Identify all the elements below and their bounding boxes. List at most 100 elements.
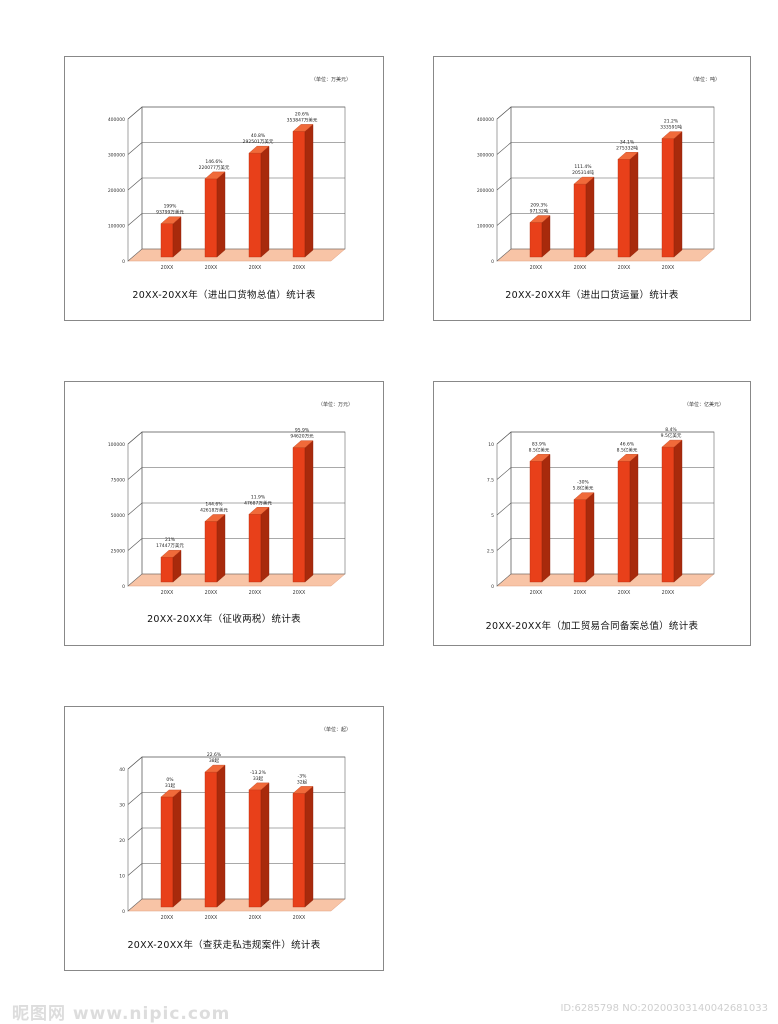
unit-label-3: （单位：万元）	[318, 402, 354, 408]
chart-title-4: 20XX-20XX年（加工贸易合同备案总值）统计表	[485, 621, 699, 632]
bar-side	[260, 782, 270, 908]
bar-top	[248, 507, 270, 515]
chart-panel-3: 0 25000 50000 75000 100000 21% 17447万美元 20XX 144…	[64, 381, 384, 646]
bar	[248, 514, 262, 583]
y-tick-label: 300000	[108, 153, 125, 159]
bar-side	[629, 151, 639, 258]
image-id-watermark: ID:6285798 NO:20200303140042681033	[560, 1003, 768, 1014]
x-category-label: 20XX	[574, 265, 587, 271]
bar-side	[673, 439, 683, 583]
data-label-value: 97132吨	[530, 208, 549, 215]
bar-side	[216, 171, 226, 258]
bar	[617, 159, 631, 258]
data-label-pct: 40.8%	[251, 133, 266, 139]
y-tick-label: 300000	[477, 153, 494, 159]
bar-side	[673, 131, 683, 258]
bar	[204, 521, 218, 583]
x-category-label: 20XX	[574, 590, 587, 596]
data-label-value: 353847万美元	[287, 116, 318, 123]
y-tick-label: 30	[119, 803, 125, 809]
y-tick-label: 25000	[111, 549, 125, 555]
data-label-value: 333591吨	[660, 124, 682, 131]
bar-top	[160, 216, 182, 224]
bar-side	[260, 145, 270, 258]
bar-top	[292, 124, 314, 132]
bar	[617, 461, 631, 583]
chart-panel-1: 0 100000 200000 300000 400000 199% 93799万美元 20X…	[64, 56, 384, 321]
x-category-label: 20XX	[293, 590, 306, 596]
bar	[661, 138, 675, 258]
data-label-value: 93799万美元	[156, 209, 184, 216]
data-label-value: 17447万美元	[156, 542, 184, 549]
data-label-pct: 209.3%	[530, 203, 548, 209]
y-tick-label: 10	[119, 874, 125, 880]
bar	[204, 178, 218, 258]
y-tick-label: 100000	[108, 442, 125, 448]
y-tick-label: 10	[488, 442, 494, 448]
bar-side	[541, 215, 551, 258]
chart-svg-2: 0 100000 200000 300000 400000 209.3%97132吨 20X…	[477, 106, 715, 271]
x-category-label: 20XX	[662, 590, 675, 596]
bar-top	[529, 454, 551, 462]
x-category-label: 20XX	[161, 590, 174, 596]
gridline-side	[127, 792, 143, 805]
x-category-label: 20XX	[249, 265, 262, 271]
gridline-side	[496, 538, 512, 551]
chart-floor	[496, 573, 715, 587]
y-tick-label: 0	[122, 909, 125, 915]
bar-side	[172, 789, 182, 908]
chart-svg-3: 0 25000 50000 75000 100000 21%17447万美元 20XX 144…	[108, 428, 346, 596]
x-category-label: 20XX	[618, 590, 631, 596]
data-label-pct: 34.1%	[620, 139, 635, 145]
gridline-side	[127, 431, 143, 445]
bar	[248, 789, 262, 908]
data-label-pct: 83.9%	[532, 441, 547, 447]
gridline-side	[127, 467, 143, 480]
data-label-value: 32起	[297, 779, 308, 785]
y-tick-label: 0	[122, 584, 125, 590]
y-tick-label: 40	[119, 767, 125, 773]
data-label-value: 42618万美元	[200, 506, 228, 513]
x-category-label: 20XX	[205, 265, 218, 271]
bar-top	[204, 514, 226, 522]
bar-side	[216, 514, 226, 583]
data-label-pct: 146.6%	[205, 159, 223, 165]
data-label-pct: -30%	[577, 480, 589, 486]
gridline-side	[496, 106, 512, 120]
y-tick-label: 0	[491, 259, 494, 265]
y-tick-label: 400000	[108, 117, 125, 123]
y-tick-label: 200000	[108, 188, 125, 194]
bar-top	[248, 782, 270, 791]
data-label-pct: 95.9%	[295, 428, 310, 434]
bar-side	[629, 453, 639, 583]
data-label-pct: 144.6%	[205, 501, 223, 507]
data-label-pct: 21.2%	[664, 119, 679, 125]
gridline-side	[127, 502, 143, 516]
bar	[529, 222, 543, 258]
chart-panel-4: 0 2.5 5 7.5 10 83.9% 8.5亿美元 20XX -30% 5.8亿美元 20XX 4…	[433, 381, 751, 646]
unit-label-5: （单位：起）	[321, 727, 352, 733]
bar-side	[585, 176, 595, 258]
x-category-label: 20XX	[205, 590, 218, 596]
bar-top	[248, 145, 270, 154]
watermark-bar: 昵图网 www.nipic.com ID:6285798 NO:20200303…	[0, 996, 778, 1024]
chart-floor	[127, 898, 346, 912]
gridline-side	[496, 431, 512, 445]
bar	[160, 557, 174, 583]
unit-label-1: （单位：万美元）	[311, 77, 352, 83]
x-category-label: 20XX	[618, 265, 631, 271]
data-label-pct: 0%	[166, 777, 174, 783]
bar-side	[304, 440, 314, 583]
x-category-label: 20XX	[530, 590, 543, 596]
bar-top	[573, 492, 595, 500]
bar-top	[661, 439, 683, 448]
x-category-label: 20XX	[662, 265, 675, 271]
gridline-side	[127, 827, 143, 841]
gridline-side	[127, 863, 143, 876]
bar-top	[573, 176, 595, 185]
x-category-label: 20XX	[161, 915, 174, 921]
gridline-side	[496, 142, 512, 155]
chart-title-3: 20XX-20XX年（征收两税）统计表	[147, 614, 301, 625]
x-category-label: 20XX	[249, 915, 262, 921]
chart-svg-5: 0 10 20 30 40 0%31起 20XX 22.6%38起 20XX -13.2%33起 2…	[119, 752, 346, 921]
